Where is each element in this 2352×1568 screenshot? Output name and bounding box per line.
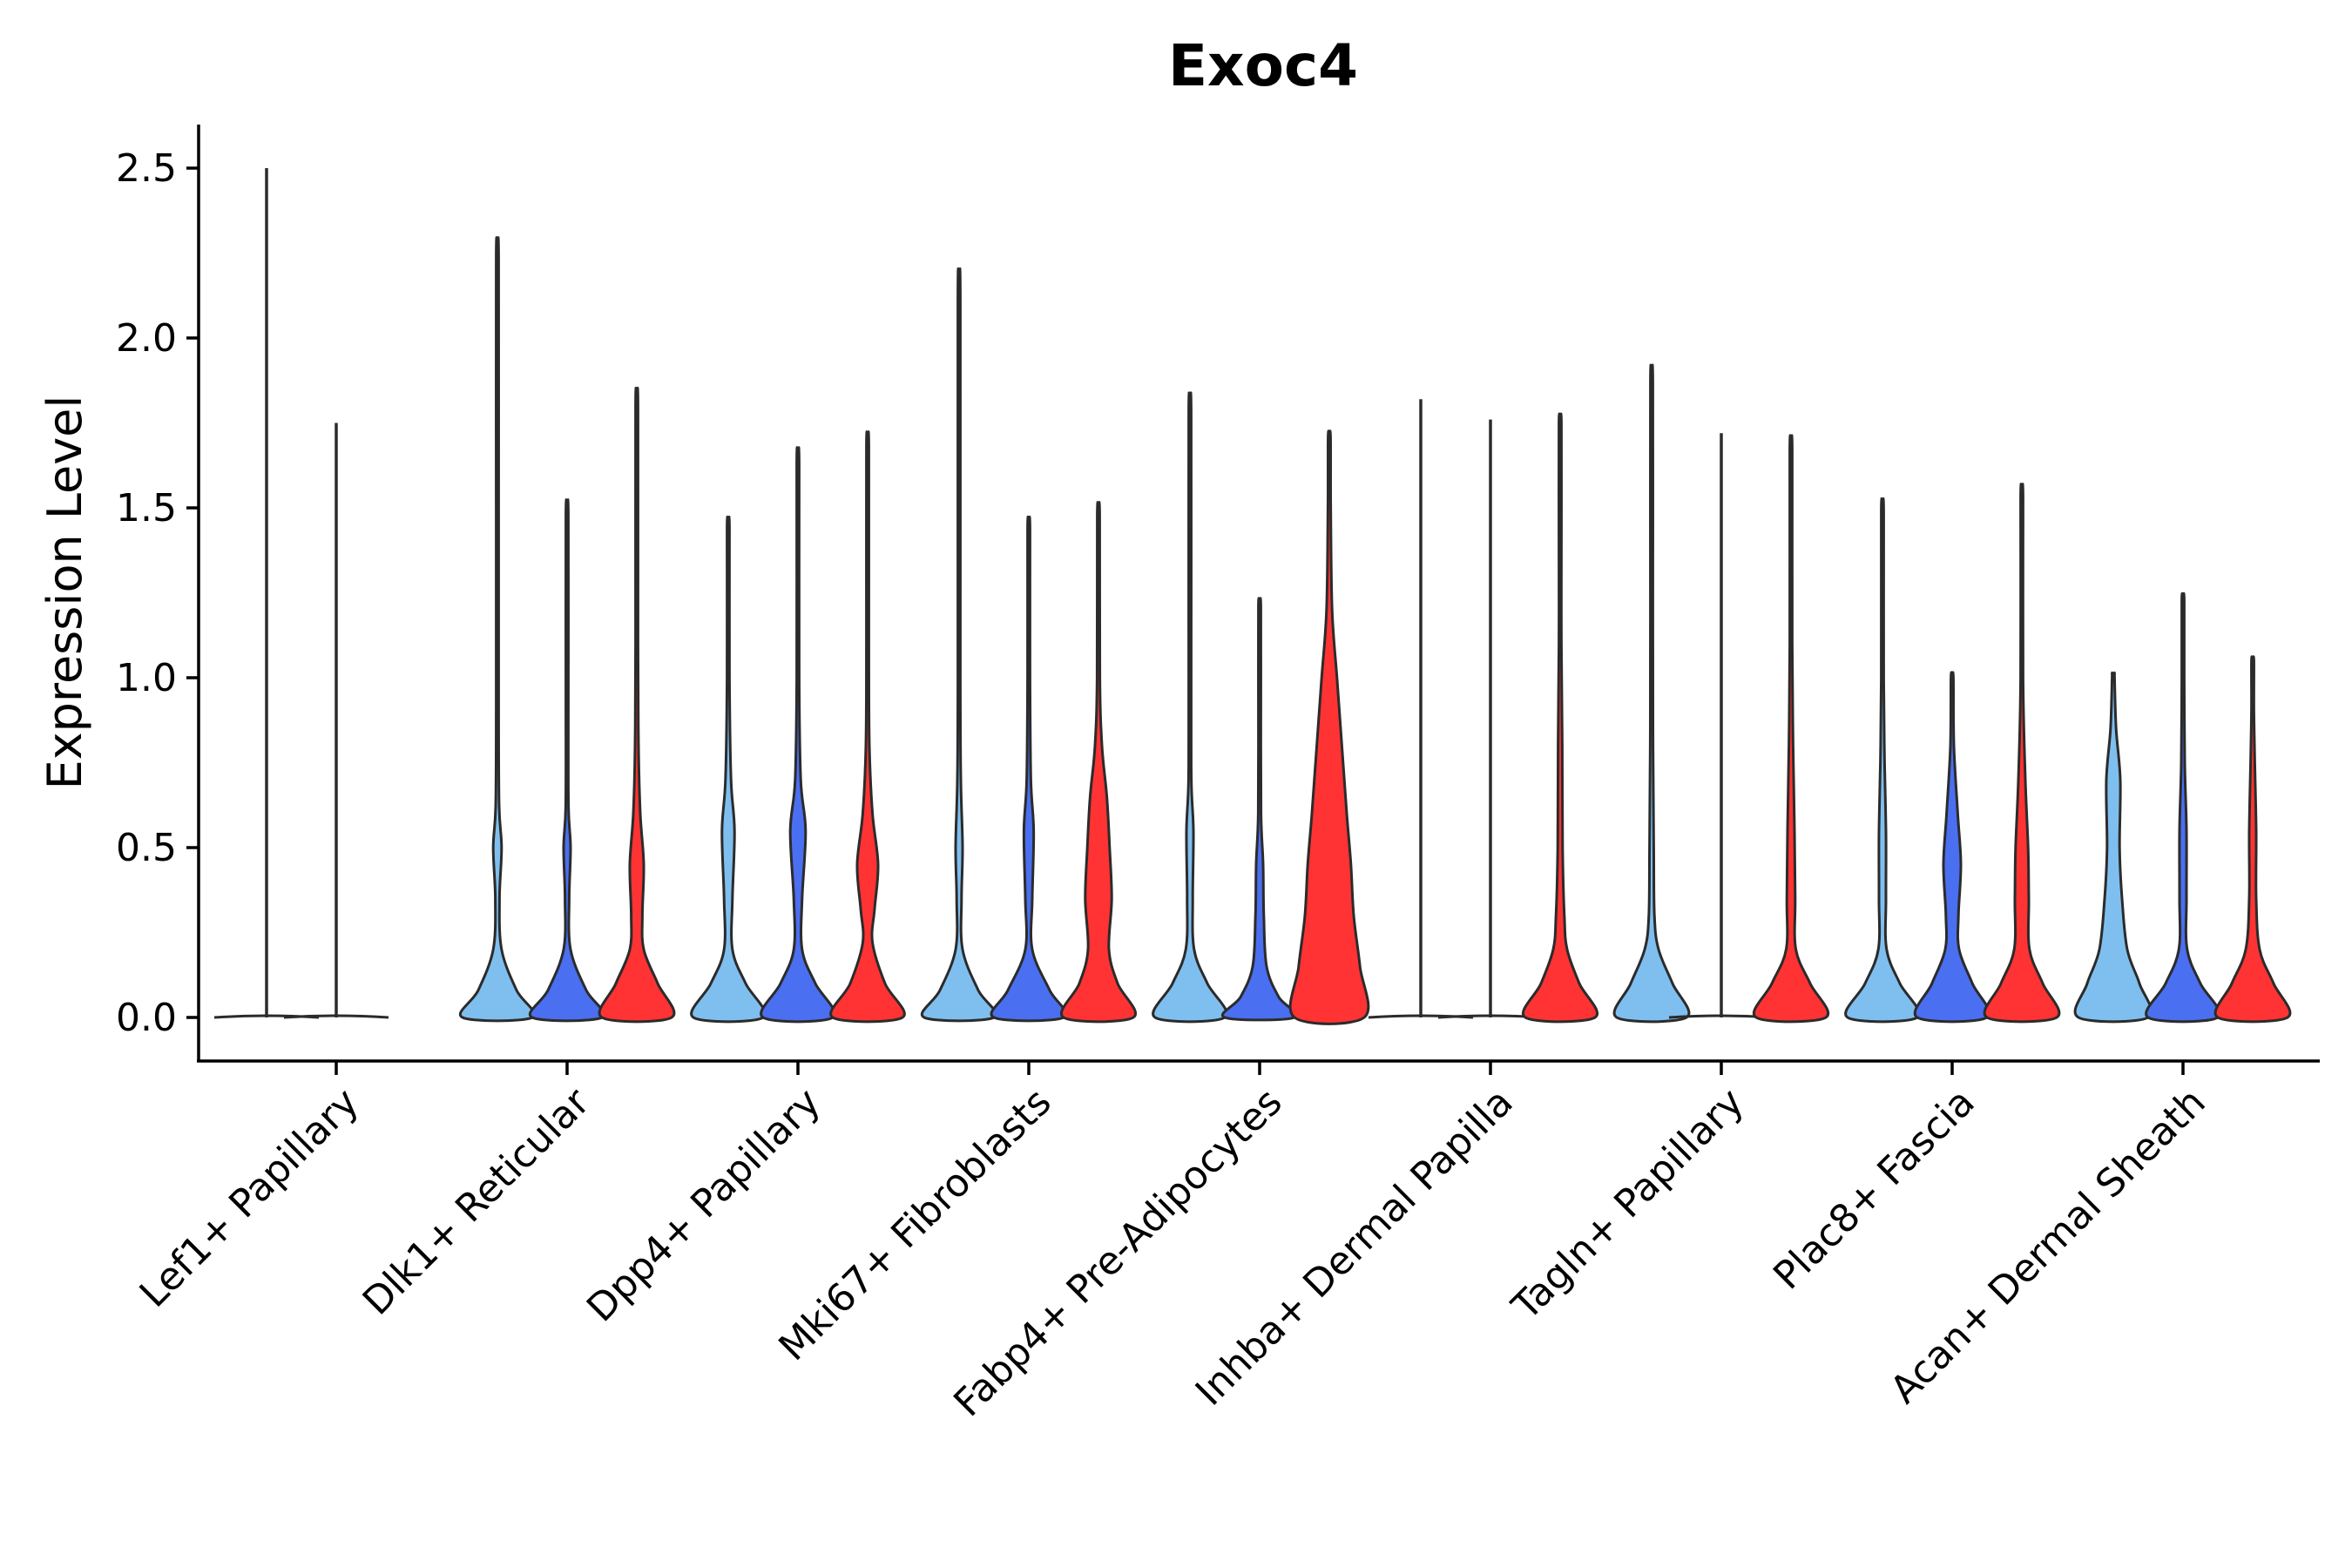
violin-zero [1668,433,1774,1019]
violin-zero [283,422,389,1019]
violin [1060,501,1137,1024]
y-tick-label: 1.0 [116,656,177,700]
violin [1983,483,2061,1024]
violin [1612,363,1691,1024]
x-tick-label: Dlk1+ Reticular [355,1079,599,1324]
violin [1522,412,1598,1024]
violin [1152,391,1228,1024]
violin [1288,429,1370,1025]
y-ticks: 0.0 0.5 1.0 1.5 2.0 2.5 [116,146,199,1040]
y-tick-label: 2.5 [116,146,177,191]
violin [1221,597,1298,1022]
violin-zero [213,168,320,1019]
violin [690,515,767,1024]
x-tick-label: Dpp4+ Papillary [578,1080,829,1331]
violin [1844,497,1921,1024]
x-tick-label: Plac8+ Fascia [1765,1080,1984,1299]
violin [1913,671,1991,1024]
violin [1753,434,1829,1024]
violin [2073,671,2153,1024]
violin [529,498,605,1023]
chart-title: Exoc4 [1168,32,1358,99]
y-axis-label: Expression Level [37,395,92,790]
violin-zero [1368,399,1474,1019]
violin-zero [1437,419,1544,1019]
violin [760,446,836,1024]
violin [598,387,676,1024]
violin [990,515,1068,1023]
violin [2213,655,2292,1024]
y-tick-label: 0.0 [116,996,177,1040]
x-tick-label: Tagln+ Papillary [1504,1080,1753,1329]
violin-group [213,168,2292,1025]
violin [921,267,997,1023]
y-tick-label: 0.5 [116,826,177,870]
y-tick-label: 2.0 [116,316,177,361]
violin [829,430,906,1024]
x-tick-label: Lef1+ Papillary [132,1080,368,1316]
violin [459,236,536,1023]
violin [2145,591,2221,1024]
y-tick-label: 1.5 [116,486,177,531]
